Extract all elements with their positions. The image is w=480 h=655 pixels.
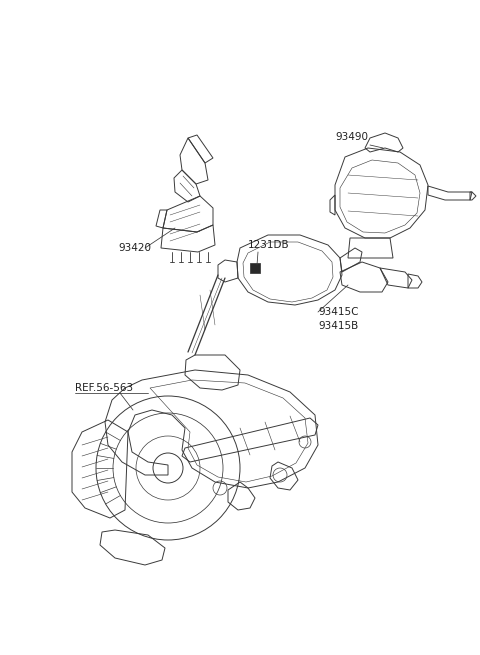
Text: 93415B: 93415B [318,321,358,331]
Text: 93420: 93420 [118,243,151,253]
Text: 93415C: 93415C [318,307,359,317]
Polygon shape [250,263,260,273]
Text: 93490: 93490 [335,132,368,142]
Text: 1231DB: 1231DB [248,240,289,250]
Text: REF.56-563: REF.56-563 [75,383,133,393]
